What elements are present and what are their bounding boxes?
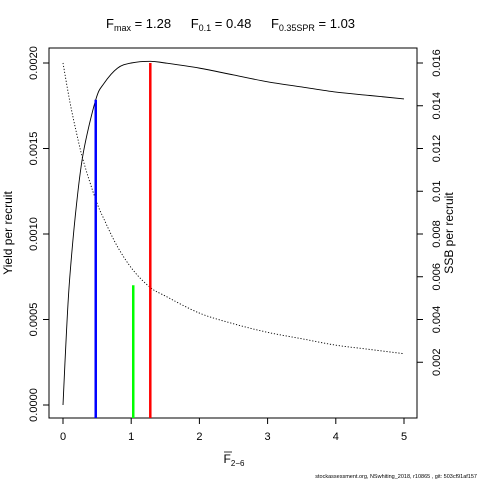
chart-title: Fmax = 1.28 F0.1 = 0.48 F0.35SPR = 1.03: [106, 16, 355, 33]
y-right-tick-label: 0.014: [431, 92, 443, 120]
x-tick-label: 4: [333, 431, 339, 443]
x-tick-label: 0: [60, 431, 66, 443]
y-right-tick-label: 0.016: [431, 49, 443, 77]
x-tick-label: 1: [128, 431, 134, 443]
reference-lines: [94, 63, 152, 418]
y-left-axis-title: Yield per recruit: [1, 191, 15, 275]
y-right-tick-label: 0.002: [431, 348, 443, 376]
y-right-tick-label: 0.008: [431, 220, 443, 248]
series-group: [62, 60, 405, 406]
yield-per-recruit-line: [62, 60, 405, 406]
y-left-tick-label: 0.0005: [28, 303, 40, 337]
y-left-axis: 0.0000 0.0005 0.0010 0.0015 0.0020: [28, 46, 49, 422]
x-axis: 0 1 2 3 4 5: [60, 418, 407, 443]
x-tick-label: 5: [401, 431, 407, 443]
y-left-tick-label: 0.0020: [28, 46, 40, 80]
y-right-tick-label: 0.01: [431, 181, 443, 202]
x-tick-label: 3: [265, 431, 271, 443]
x-axis-title: F2−6: [224, 452, 245, 468]
footer-credit: stockassessment.org, NSwhiting_2018, r10…: [315, 474, 477, 480]
plot-frame: [48, 47, 418, 419]
ssb-per-recruit-line: [62, 62, 405, 355]
y-right-tick-label: 0.006: [431, 263, 443, 291]
y-right-tick-label: 0.004: [431, 306, 443, 334]
y-right-tick-label: 0.012: [431, 135, 443, 163]
y-left-tick-label: 0.0015: [28, 132, 40, 166]
y-right-axis: 0.002 0.004 0.006 0.008 0.01 0.012 0.014 0.016: [417, 49, 443, 376]
y-left-tick-label: 0.0000: [28, 388, 40, 422]
y-right-axis-title: SSB per recruit: [442, 192, 456, 274]
y-left-tick-label: 0.0010: [28, 217, 40, 251]
x-tick-label: 2: [196, 431, 202, 443]
